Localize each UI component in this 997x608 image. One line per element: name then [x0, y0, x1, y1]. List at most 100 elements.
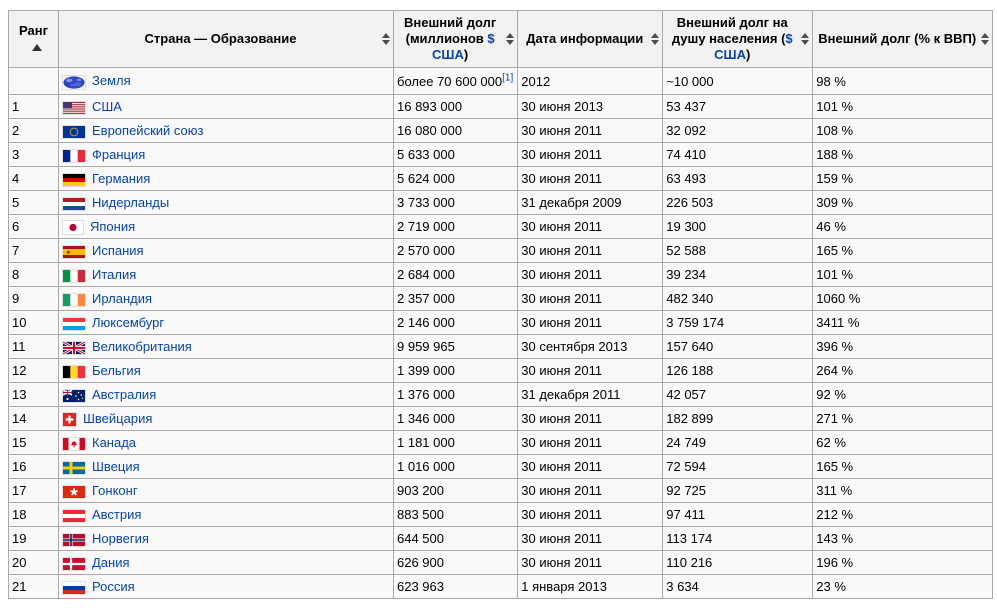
country-link[interactable]: Австрия — [92, 507, 142, 522]
country-cell: Великобритания — [58, 334, 394, 359]
pct-gdp-cell: 1060 % — [812, 286, 994, 311]
country-link[interactable]: Швеция — [92, 459, 140, 474]
pct-gdp-cell: 165 % — [812, 238, 994, 263]
table-row: 11 Великобритания 9 959 965 30 сентября 201… — [8, 334, 994, 359]
column-header-date[interactable]: Дата информации — [517, 10, 664, 68]
date-cell: 30 июня 2011 — [517, 262, 664, 287]
rank-cell: 7 — [8, 238, 59, 263]
flag-icon-ca — [63, 437, 85, 450]
country-link[interactable]: Земля — [92, 73, 131, 89]
country-link[interactable]: Австралия — [92, 387, 157, 402]
country-link[interactable]: Норвегия — [92, 531, 149, 546]
debt-cell: 2 570 000 — [392, 238, 519, 263]
per-capita-cell: 110 216 — [662, 550, 814, 575]
country-link[interactable]: Франция — [92, 147, 146, 162]
external-debt-table-container: Ранг Страна — Образование Внешний долг (ми… — [8, 10, 994, 599]
debt-value: 5 633 000 — [397, 147, 455, 162]
pct-gdp-cell: 159 % — [812, 166, 994, 191]
per-capita-cell: 53 437 — [662, 94, 814, 119]
table-row: 2 Европейский союз 16 080 000 30 июня 2011 3… — [8, 118, 994, 143]
column-label-suffix: ) — [746, 47, 751, 63]
table-row: 15 Канада 1 181 000 30 июня 2011 24 749 62 % — [8, 430, 994, 455]
flag-icon-jp — [63, 221, 83, 235]
country-link[interactable]: Германия — [92, 171, 151, 186]
column-header-debt[interactable]: Внешний долг (миллионов $ США) — [392, 10, 519, 68]
rank-cell: 16 — [8, 454, 59, 479]
country-link[interactable]: Бельгия — [92, 363, 141, 378]
debt-cell: 644 500 — [392, 526, 519, 551]
debt-value: 2 357 000 — [397, 291, 455, 306]
sort-toggle-icon[interactable] — [382, 33, 390, 45]
country-link[interactable]: Россия — [92, 579, 135, 594]
country-link[interactable]: Великобритания — [92, 339, 192, 354]
sort-ascending-icon[interactable] — [32, 44, 42, 52]
per-capita-cell: 92 725 — [662, 478, 814, 503]
per-capita-cell: 226 503 — [662, 190, 814, 215]
flag-icon-eu — [63, 125, 85, 138]
per-capita-cell: 24 749 — [662, 430, 814, 455]
table-row: 16 Швеция 1 016 000 30 июня 2011 72 594 165 % — [8, 454, 994, 479]
country-link[interactable]: Европейский союз — [92, 123, 204, 138]
per-capita-cell: 42 057 — [662, 382, 814, 407]
date-cell: 30 июня 2011 — [517, 430, 664, 455]
country-link[interactable]: Швейцария — [83, 410, 153, 426]
flag-icon-au — [63, 389, 85, 402]
debt-cell: 5 633 000 — [392, 142, 519, 167]
table-row: 21 Россия 623 963 1 января 2013 3 634 23 % — [8, 574, 994, 599]
debt-value: 626 900 — [397, 555, 444, 570]
date-cell: 30 июня 2011 — [517, 142, 664, 167]
table-row: 4 Германия 5 624 000 30 июня 2011 63 493 159 … — [8, 166, 994, 191]
table-header: Ранг Страна — Образование Внешний долг (ми… — [8, 10, 994, 68]
debt-value: 1 181 000 — [397, 435, 455, 450]
column-header-gdp[interactable]: Внешний долг (% к ВВП) — [812, 10, 994, 68]
sort-toggle-icon[interactable] — [651, 33, 660, 45]
rank-cell: 11 — [8, 334, 59, 359]
country-link[interactable]: Гонконг — [92, 483, 138, 498]
country-link[interactable]: Ирландия — [92, 291, 153, 306]
debt-value: 2 146 000 — [397, 315, 455, 330]
flag-icon-ie — [63, 293, 85, 306]
debt-cell: 5 624 000 — [392, 166, 519, 191]
column-header-rank[interactable]: Ранг — [8, 10, 59, 68]
usd-link[interactable]: $ США — [714, 30, 793, 63]
sort-toggle-icon[interactable] — [506, 33, 515, 45]
country-cell: Россия — [58, 574, 394, 599]
external-debt-table: Ранг Страна — Образование Внешний долг (ми… — [8, 10, 994, 599]
column-header-country[interactable]: Страна — Образование — [58, 10, 394, 68]
rank-cell: 5 — [8, 190, 59, 215]
country-link[interactable]: Япония — [90, 218, 136, 234]
rank-cell: 10 — [8, 310, 59, 335]
date-cell: 30 июня 2011 — [517, 406, 664, 431]
country-link[interactable]: Люксембург — [92, 315, 165, 330]
country-link[interactable]: Италия — [92, 267, 137, 282]
country-cell: Австралия — [58, 382, 394, 407]
pct-gdp-cell: 165 % — [812, 454, 994, 479]
date-cell: 30 июня 2011 — [517, 166, 664, 191]
country-link[interactable]: Дания — [92, 555, 130, 570]
pct-gdp-cell: 188 % — [812, 142, 994, 167]
sort-toggle-icon[interactable] — [801, 33, 810, 45]
pct-gdp-cell: 396 % — [812, 334, 994, 359]
sort-toggle-icon[interactable] — [981, 33, 990, 45]
column-header-capita[interactable]: Внешний долг на душу населения ($ США) — [662, 10, 814, 68]
column-label-gdp: Внешний долг (% к ВВП) — [818, 30, 977, 46]
rank-cell: 19 — [8, 526, 59, 551]
pct-gdp-cell: 311 % — [812, 478, 994, 503]
country-link[interactable]: Испания — [92, 243, 144, 258]
flag-icon-at — [63, 509, 85, 522]
rank-cell: 14 — [8, 406, 59, 431]
country-link[interactable]: США — [92, 99, 122, 114]
country-cell: Европейский союз — [58, 118, 394, 143]
debt-cell: 2 357 000 — [392, 286, 519, 311]
debt-value: 1 346 000 — [397, 411, 455, 426]
flag-icon-nl — [63, 197, 85, 210]
usd-link[interactable]: $ США — [432, 30, 495, 63]
table-row: 1 США 16 893 000 30 июня 2013 53 437 101 % — [8, 94, 994, 119]
debt-value: более 70 600 000 — [397, 73, 503, 89]
country-link[interactable]: Нидерланды — [92, 195, 170, 210]
country-link[interactable]: Канада — [92, 435, 137, 450]
country-cell: Канада — [58, 430, 394, 455]
debt-cell: 903 200 — [392, 478, 519, 503]
debt-value: 1 016 000 — [397, 459, 455, 474]
reference-link[interactable]: [1] — [502, 72, 514, 84]
